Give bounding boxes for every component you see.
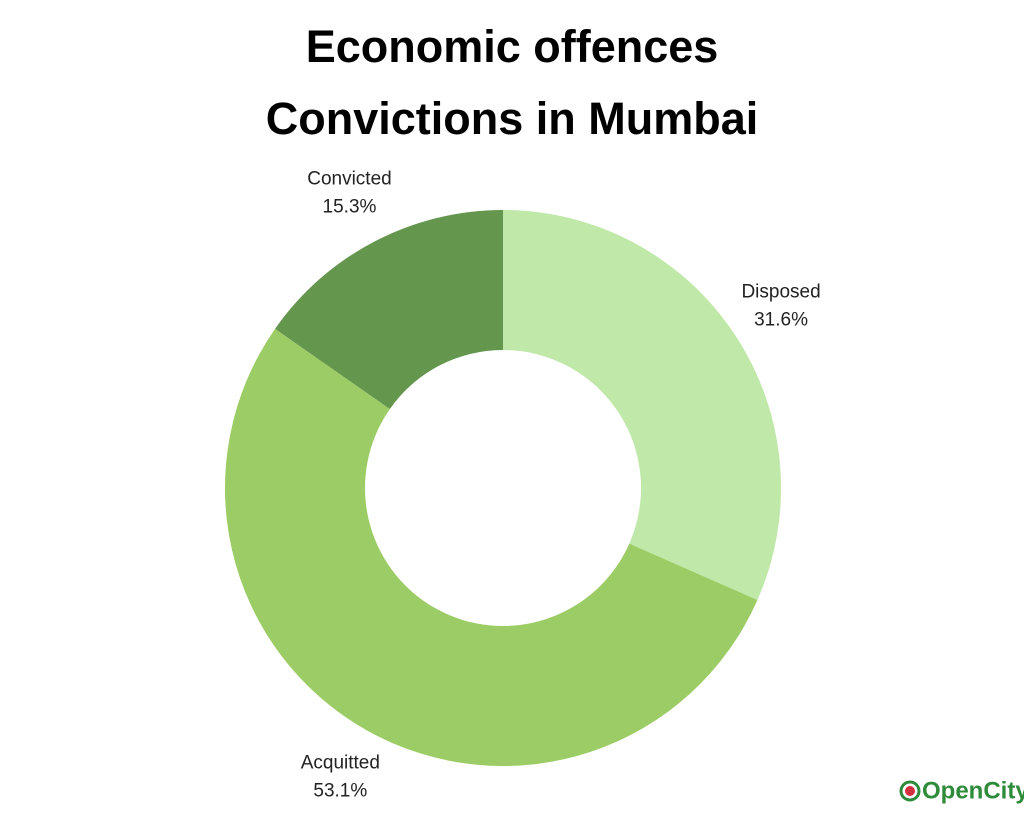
chart-title: Convictions in Mumbai bbox=[266, 93, 759, 144]
chart-title: Economic offences bbox=[306, 21, 719, 72]
value-label: 15.3% bbox=[323, 197, 377, 218]
value-label: 31.6% bbox=[754, 310, 808, 331]
slice-label: Convicted bbox=[307, 169, 392, 190]
logo-icon bbox=[899, 780, 921, 802]
slice-label: Acquitted bbox=[301, 752, 380, 773]
slice-label: Disposed bbox=[741, 282, 820, 303]
value-label: 53.1% bbox=[313, 780, 367, 801]
logo: OpenCity bbox=[922, 777, 1024, 804]
logo-icon bbox=[905, 786, 915, 796]
donut-slice bbox=[225, 328, 758, 766]
donut-slice bbox=[275, 210, 503, 410]
donut-slice bbox=[503, 210, 782, 601]
